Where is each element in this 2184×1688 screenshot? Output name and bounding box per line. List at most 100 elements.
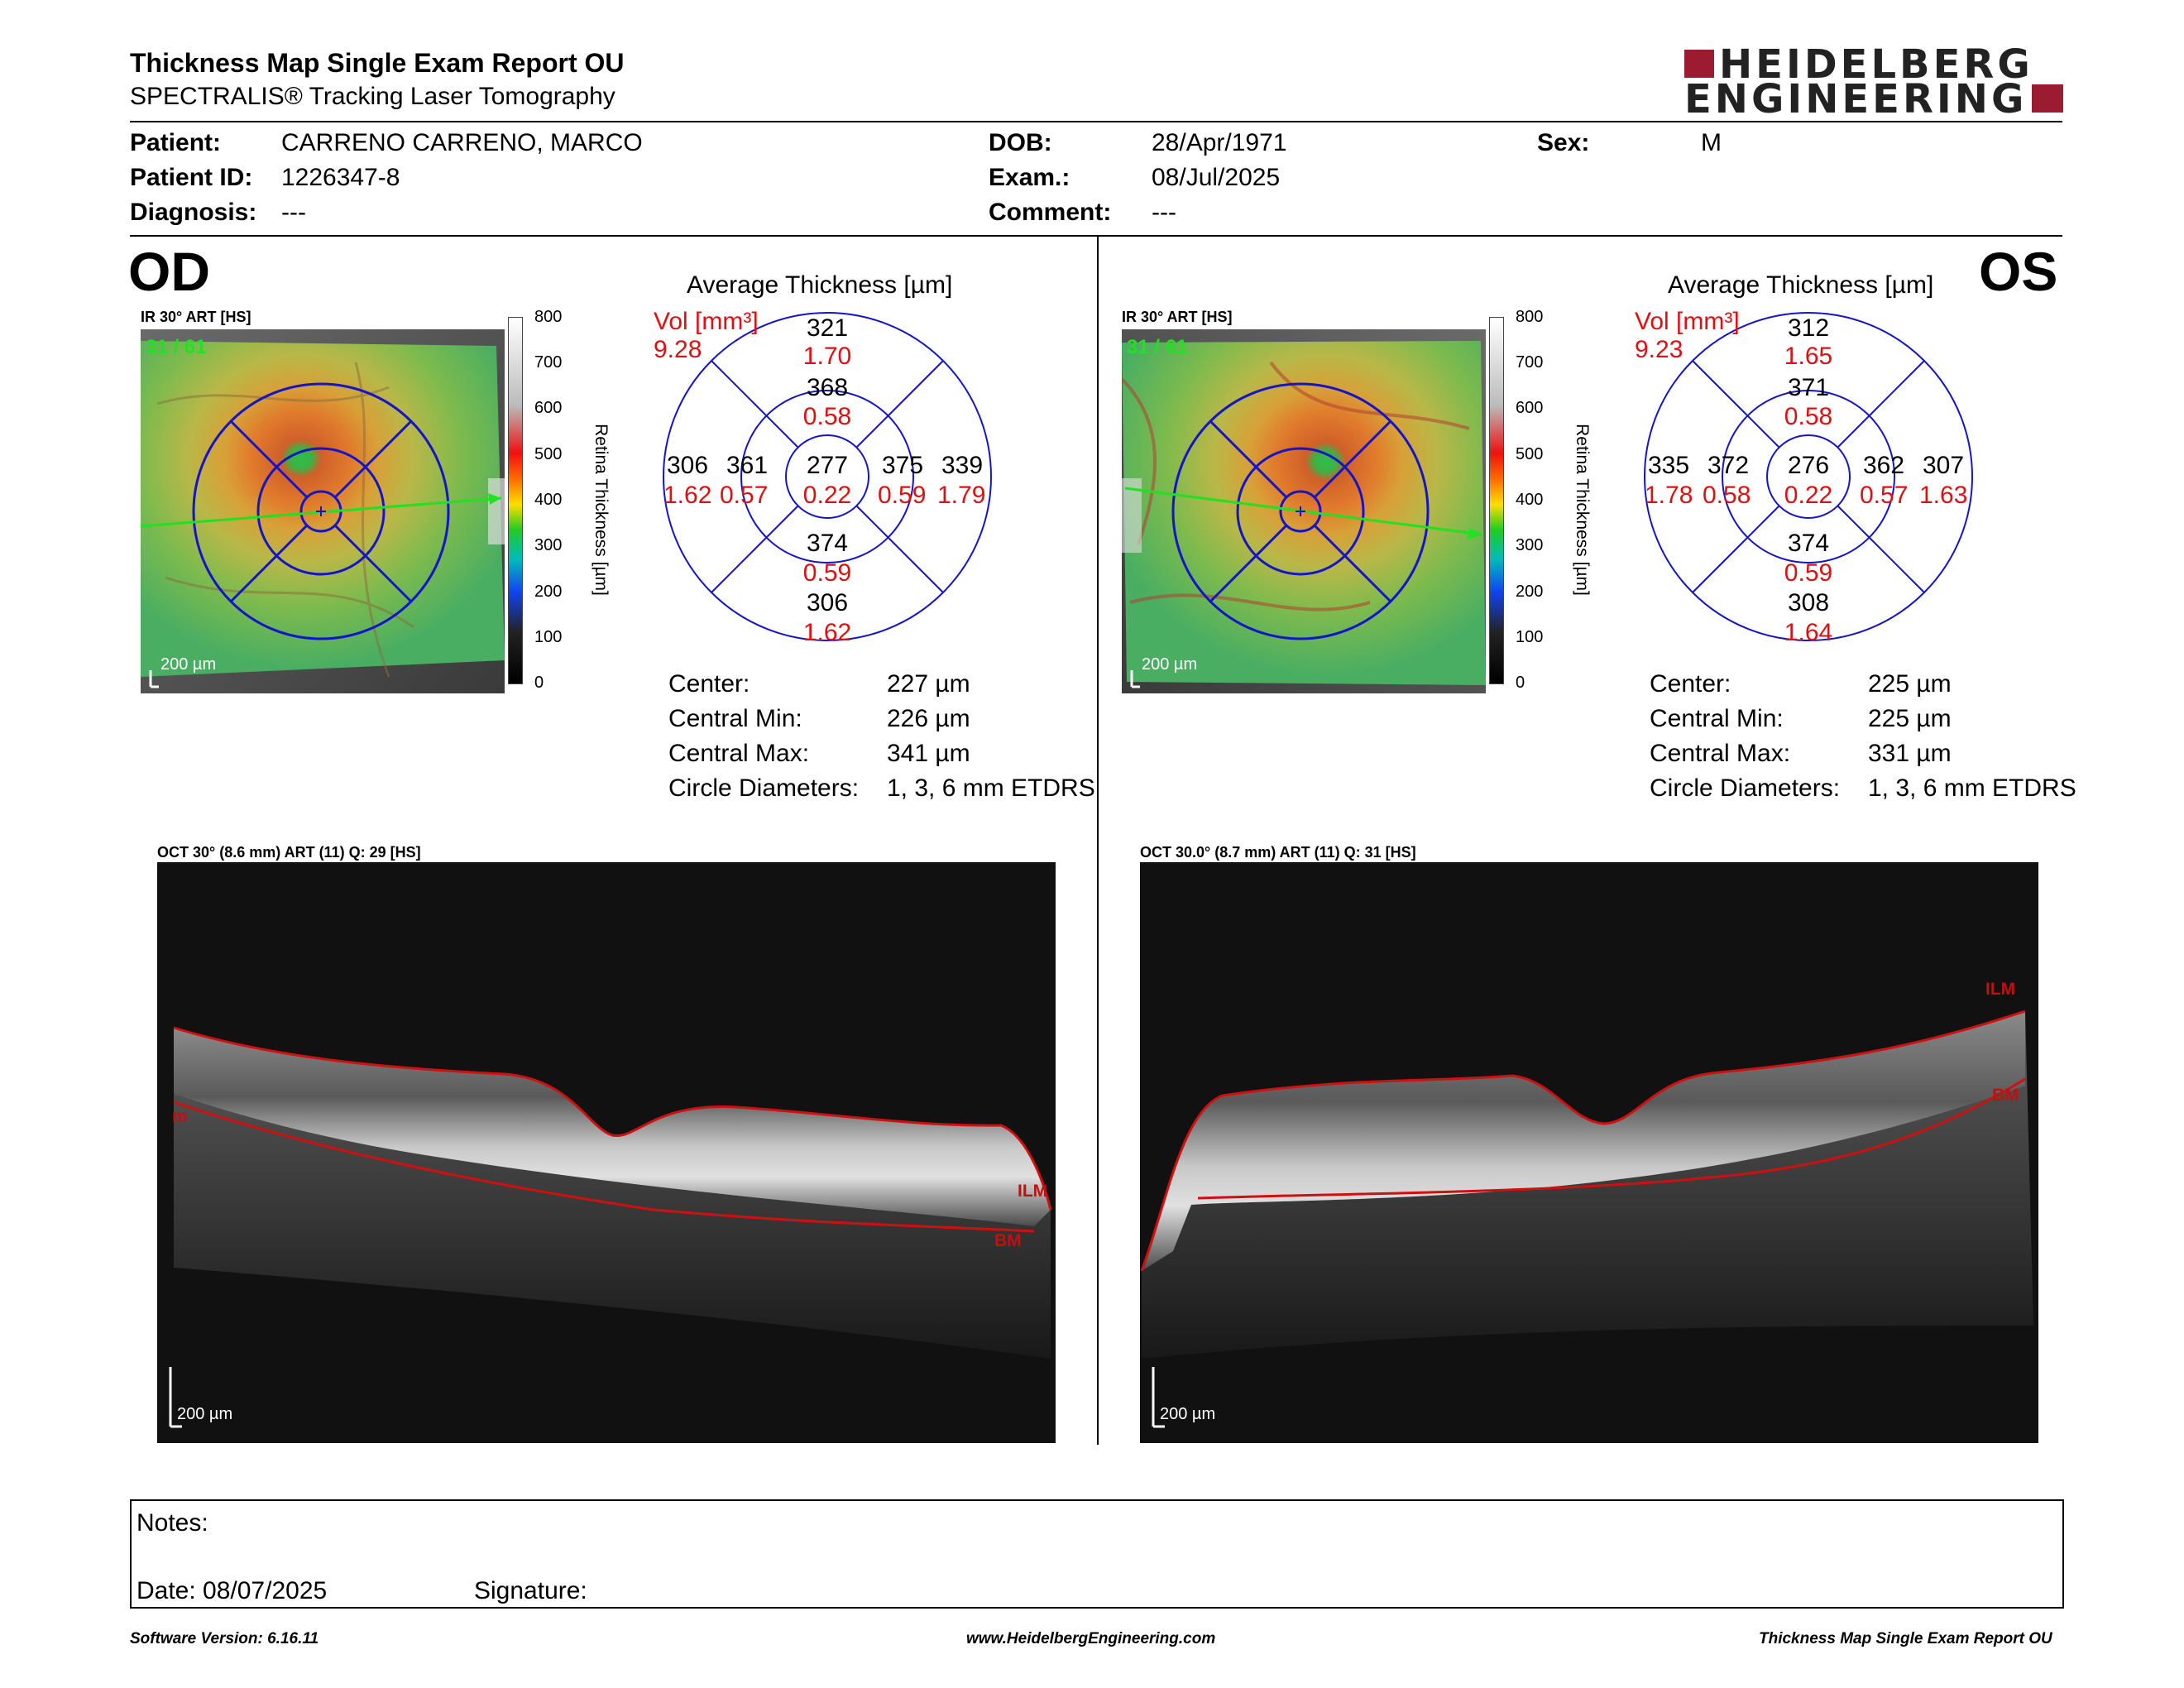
od-inner-left-volume: 0.57 (720, 482, 769, 509)
od-colorbar-tick: 0 (534, 674, 544, 692)
os-center-thickness: 276 (1787, 452, 1830, 479)
od-ir-label: IR 30° ART [HS] (141, 309, 251, 325)
os-diam-value: 1, 3, 6 mm ETDRS (1868, 774, 2076, 802)
od-diam-label: Circle Diameters: (668, 774, 860, 802)
od-inner-right-thickness: 375 (882, 452, 924, 479)
od-outer-top-thickness: 321 (806, 314, 849, 342)
od-max-value: 341 µm (887, 740, 970, 767)
od-outer-right-volume: 1.79 (937, 482, 986, 509)
od-colorbar-tick: 300 (534, 536, 563, 554)
os-colorbar-label: Retina Thickness [µm] (1573, 424, 1592, 596)
report-subtitle: SPECTRALIS® Tracking Laser Tomography (130, 83, 615, 110)
os-max-label: Central Max: (1650, 740, 1791, 767)
os-ilm-label: ILM (1985, 980, 2016, 999)
od-fundus-scale: 200 µm (160, 655, 217, 674)
heidelberg-logo: HEIDELBERG ENGINEERING (1684, 45, 2065, 119)
notes-box: Notes: Date: 08/07/2025 Signature: (130, 1499, 2064, 1609)
od-inner-left-thickness: 361 (726, 452, 769, 479)
os-colorbar-tick: 200 (1516, 583, 1544, 601)
os-max-value: 331 µm (1868, 740, 1952, 767)
od-outer-bottom-thickness: 306 (806, 589, 849, 616)
header-rule (130, 121, 2062, 122)
os-oct-bscan: 200 µm ILM BM (1140, 862, 2038, 1443)
eye-divider (1097, 237, 1099, 1445)
os-vol-value: 9.23 (1635, 336, 1684, 363)
od-colorbar-tick: 200 (534, 583, 563, 601)
footer-report: Thickness Map Single Exam Report OU (1759, 1630, 2052, 1647)
os-outer-bottom-volume: 1.64 (1784, 619, 1833, 646)
exam-label: Exam.: (989, 164, 1070, 191)
patient-name: CARRENO CARRENO, MARCO (281, 129, 643, 156)
os-colorbar (1489, 317, 1564, 689)
od-colorbar-tick: 500 (534, 445, 563, 463)
footer-website[interactable]: www.HeidelbergEngineering.com (966, 1630, 1216, 1647)
diagnosis-label: Diagnosis: (130, 199, 257, 226)
od-colorbar-tick: 800 (534, 308, 563, 326)
exam-value: 08/Jul/2025 (1152, 164, 1281, 191)
os-colorbar-tick: 700 (1516, 353, 1544, 372)
os-outer-left-volume: 1.78 (1645, 482, 1693, 509)
eye-label-os: OS (1979, 241, 2058, 302)
os-outer-right-volume: 1.63 (1919, 482, 1968, 509)
os-inner-left-thickness: 372 (1707, 452, 1750, 479)
os-inner-top-volume: 0.58 (1784, 403, 1833, 430)
os-outer-left-thickness: 335 (1648, 452, 1690, 479)
patient-id-label: Patient ID: (130, 164, 253, 191)
od-min-value: 226 µm (887, 705, 970, 732)
notes-label: Notes: (136, 1509, 208, 1537)
od-colorbar-label: Retina Thickness [µm] (592, 424, 611, 596)
od-outer-top-volume: 1.70 (802, 343, 852, 370)
od-avg-title: Average Thickness [µm] (687, 271, 953, 299)
od-inner-right-volume: 0.59 (878, 482, 927, 509)
od-colorbar (508, 317, 582, 689)
footer-software: Software Version: 6.16.11 (130, 1630, 319, 1647)
od-inner-bottom-thickness: 374 (806, 530, 849, 557)
os-avg-title: Average Thickness [µm] (1668, 271, 1934, 299)
os-colorbar-tick: 500 (1516, 445, 1544, 463)
od-inner-top-volume: 0.58 (802, 403, 852, 430)
os-inner-right-volume: 0.57 (1860, 482, 1909, 509)
od-edge-label: m (172, 1107, 188, 1126)
os-colorbar-tick: 300 (1516, 536, 1544, 554)
os-center-value: 225 µm (1868, 670, 1952, 698)
diagnosis-value: --- (281, 199, 306, 226)
os-outer-top-volume: 1.65 (1784, 343, 1833, 370)
od-oct-scale: 200 µm (177, 1405, 233, 1423)
od-outer-left-volume: 1.62 (663, 482, 712, 509)
os-min-label: Central Min: (1650, 705, 1784, 732)
od-min-label: Central Min: (668, 705, 802, 732)
od-center-volume: 0.22 (802, 482, 852, 509)
od-vol-label: Vol [mm³] (654, 308, 759, 335)
od-colorbar-tick: 400 (534, 491, 563, 509)
patient-rule (130, 235, 2062, 237)
os-fundus-scale: 200 µm (1142, 655, 1198, 674)
os-min-value: 225 µm (1868, 705, 1952, 732)
od-center-label: Center: (668, 670, 750, 698)
od-diam-value: 1, 3, 6 mm ETDRS (887, 774, 1095, 802)
od-outer-left-thickness: 306 (667, 452, 709, 479)
patient-label: Patient: (130, 129, 222, 156)
notes-signature: Signature: (474, 1577, 587, 1604)
os-inner-left-volume: 0.58 (1703, 482, 1751, 509)
od-colorbar-tick: 100 (534, 628, 563, 646)
os-bm-label: BM (1992, 1086, 2019, 1105)
os-frame-counter: 31 / 61 (1127, 336, 1188, 358)
os-outer-top-thickness: 312 (1787, 314, 1830, 342)
od-inner-bottom-volume: 0.59 (802, 559, 852, 587)
od-etdrs-grid (662, 311, 993, 642)
dob-value: 28/Apr/1971 (1152, 129, 1287, 156)
os-outer-bottom-thickness: 308 (1787, 589, 1830, 616)
dob-label: DOB: (989, 129, 1052, 156)
os-center-label: Center: (1650, 670, 1731, 698)
os-oct-scale: 200 µm (1160, 1405, 1216, 1423)
sex-value: M (1701, 129, 1722, 156)
os-colorbar-tick: 600 (1516, 399, 1544, 417)
comment-label: Comment: (989, 199, 1112, 226)
od-center-thickness: 277 (806, 452, 849, 479)
comment-value: --- (1152, 199, 1176, 226)
os-etdrs-grid (1643, 311, 1974, 642)
od-colorbar-tick: 600 (534, 399, 563, 417)
notes-date: Date: 08/07/2025 (136, 1577, 328, 1604)
os-colorbar-tick: 400 (1516, 491, 1544, 509)
report-title: Thickness Map Single Exam Report OU (130, 48, 625, 78)
